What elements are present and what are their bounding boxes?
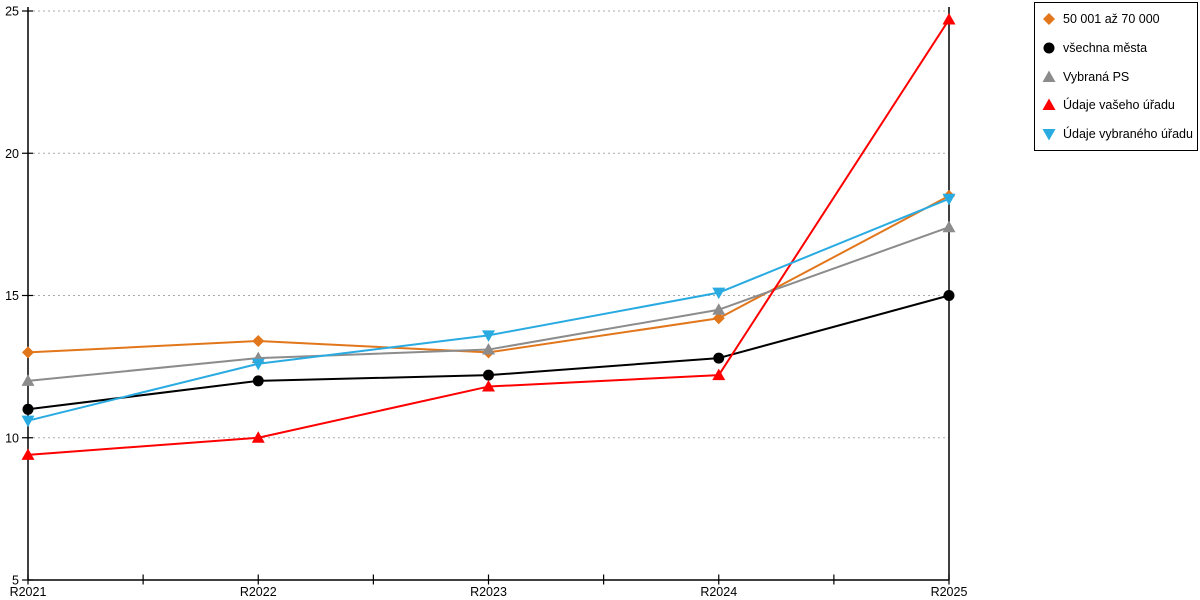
data-point-marker bbox=[713, 352, 725, 364]
data-point-marker bbox=[22, 346, 34, 359]
data-point-marker bbox=[942, 220, 956, 233]
x-tick-label: R2022 bbox=[240, 585, 277, 599]
x-tick-label: R2024 bbox=[700, 585, 737, 599]
x-tick-label: R2023 bbox=[470, 585, 507, 599]
triangle-up-marker-icon bbox=[1042, 70, 1056, 84]
x-tick-label: R2021 bbox=[10, 585, 47, 599]
data-point-marker bbox=[482, 330, 495, 342]
legend-item-label: 50 001 až 70 000 bbox=[1063, 12, 1160, 27]
data-point-marker bbox=[21, 415, 35, 428]
data-point-marker bbox=[943, 290, 955, 301]
y-tick-label: 5 bbox=[12, 574, 19, 588]
data-point-marker bbox=[482, 380, 495, 392]
data-point-marker bbox=[942, 13, 956, 25]
y-tick-label: 10 bbox=[5, 431, 19, 445]
series-line bbox=[27, 194, 950, 354]
x-tick-label: R2025 bbox=[931, 585, 968, 599]
triangle-up-marker-icon bbox=[1042, 98, 1056, 112]
data-point-marker bbox=[712, 312, 725, 325]
data-point-marker bbox=[712, 368, 726, 381]
legend-item-label: všechna města bbox=[1063, 40, 1148, 55]
data-point-marker bbox=[251, 431, 265, 443]
y-tick-label: 20 bbox=[5, 147, 19, 161]
data-point-marker bbox=[712, 303, 726, 315]
legend-item-all-cities: všechna města bbox=[1042, 34, 1197, 63]
data-point-marker bbox=[942, 193, 956, 206]
data-point-marker bbox=[21, 374, 35, 386]
legend-item-label: Údaje vašeho úřadu bbox=[1063, 98, 1175, 113]
data-point-marker bbox=[251, 358, 265, 371]
legend-item-size-band: 50 001 až 70 000 bbox=[1042, 5, 1197, 34]
data-point-marker bbox=[483, 369, 494, 381]
y-tick-label: 15 bbox=[5, 289, 19, 303]
data-point-marker bbox=[21, 448, 35, 460]
legend-item-label: Údaje vybraného úřadu bbox=[1063, 126, 1193, 141]
data-point-marker bbox=[22, 403, 34, 415]
legend-item-selected-ps: Vybraná PS bbox=[1042, 62, 1197, 91]
triangle-down-marker-icon bbox=[1042, 127, 1056, 141]
data-point-marker bbox=[252, 335, 265, 348]
circle-marker-icon bbox=[1042, 41, 1056, 55]
legend-item-your-office: Údaje vašeho úřadu bbox=[1042, 91, 1197, 120]
legend-box: 50 001 až 70 000 všechna města Vybraná P… bbox=[1034, 2, 1198, 151]
data-point-marker bbox=[252, 375, 264, 387]
legend-item-label: Vybraná PS bbox=[1063, 69, 1130, 84]
data-point-marker bbox=[712, 287, 726, 300]
data-point-marker bbox=[482, 343, 495, 355]
diamond-marker-icon bbox=[1042, 12, 1056, 26]
y-tick-label: 25 bbox=[5, 5, 19, 19]
legend-item-selected-office: Údaje vybraného úřadu bbox=[1042, 119, 1197, 148]
